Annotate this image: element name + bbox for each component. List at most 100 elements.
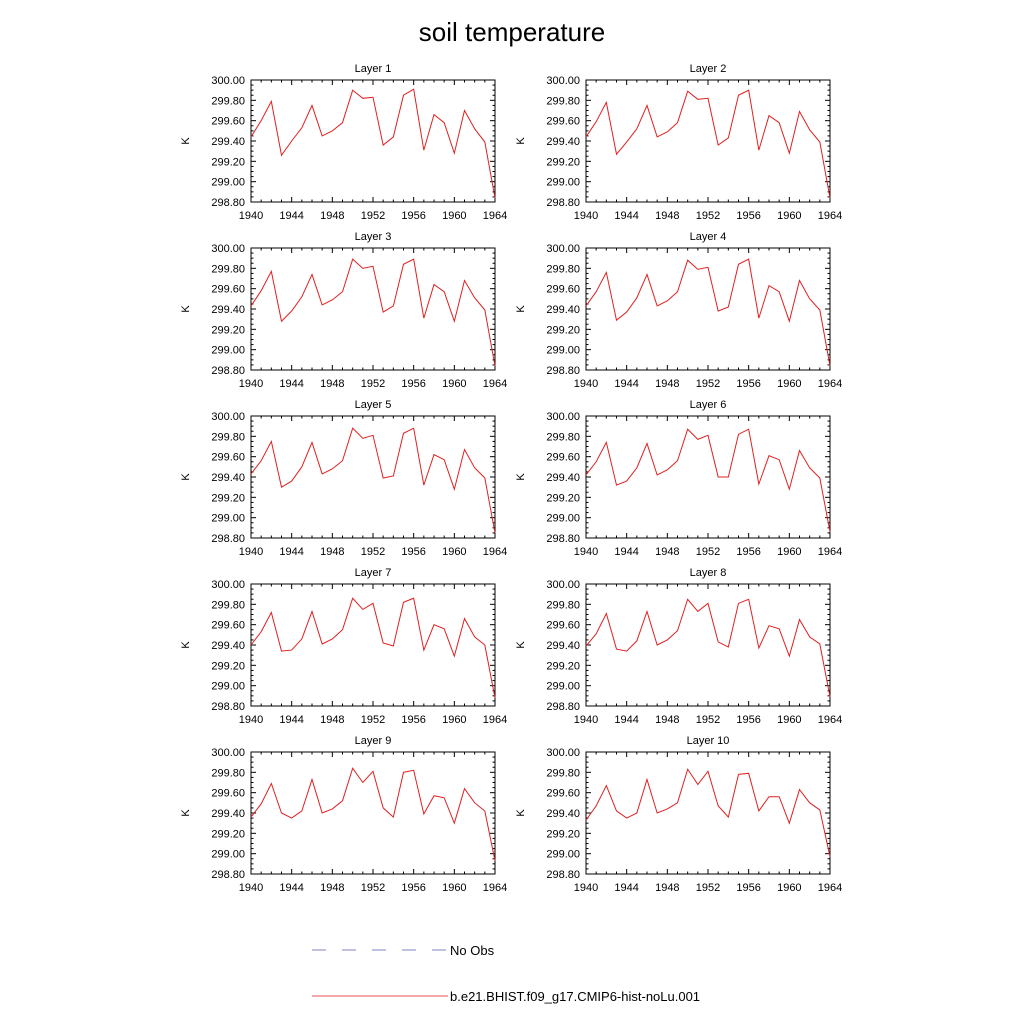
y-tick-label: 299.60	[211, 452, 245, 464]
y-tick-label: 299.80	[546, 767, 580, 779]
x-tick-label: 1956	[736, 714, 760, 726]
x-tick-label: 1940	[239, 882, 263, 894]
x-tick-label: 1960	[777, 882, 801, 894]
x-tick-label: 1952	[696, 378, 720, 390]
x-tick-label: 1956	[401, 714, 425, 726]
x-tick-label: 1944	[614, 378, 638, 390]
y-tick-label: 299.60	[546, 116, 580, 128]
panel-layer-1: Layer 1 K 298.80 299.00 299.20 299.40 299.60 29…	[180, 63, 507, 222]
panel-grid: Layer 1 K 298.80 299.00 299.20 299.40 299.60 29…	[180, 63, 842, 894]
y-tick-label: 299.80	[546, 95, 580, 107]
x-tick-label: 1952	[361, 714, 385, 726]
x-tick-label: 1960	[442, 210, 466, 222]
y-tick-label: 299.80	[546, 431, 580, 443]
x-tick-label: 1960	[442, 378, 466, 390]
x-tick-label: 1944	[279, 378, 303, 390]
figure-title: soil temperature	[419, 17, 605, 47]
y-tick-label: 300.00	[546, 243, 580, 255]
y-tick-label: 298.80	[546, 197, 580, 209]
panel-layer-4: Layer 4 K 298.80 299.00 299.20 299.40 299.60 29…	[515, 231, 842, 390]
x-tick-label: 1964	[818, 546, 842, 558]
panel-layer-10: Layer 10 K 298.80 299.00 299.20 299.40 299.60 2…	[515, 735, 842, 894]
y-tick-label: 299.40	[546, 304, 580, 316]
panel-layer-8: Layer 8 K 298.80 299.00 299.20 299.40 299.60 29…	[515, 567, 842, 726]
x-tick-label: 1940	[574, 546, 598, 558]
y-axis-label: K	[180, 473, 192, 481]
x-tick-label: 1964	[818, 882, 842, 894]
y-tick-label: 300.00	[211, 75, 245, 87]
y-axis-label: K	[180, 641, 192, 649]
x-tick-label: 1940	[574, 882, 598, 894]
y-tick-label: 299.00	[211, 681, 245, 693]
series-line	[250, 258, 496, 367]
x-tick-label: 1944	[279, 210, 303, 222]
y-tick-label: 299.00	[211, 345, 245, 357]
plot-frame	[250, 583, 496, 707]
y-tick-label: 299.00	[546, 513, 580, 525]
plot-frame	[585, 751, 831, 875]
panel-layer-9: Layer 9 K 298.80 299.00 299.20 299.40 299.60 29…	[180, 735, 507, 894]
y-tick-label: 298.80	[546, 533, 580, 545]
y-tick-label: 299.40	[546, 640, 580, 652]
y-tick-label: 299.80	[546, 599, 580, 611]
y-tick-label: 300.00	[546, 411, 580, 423]
y-tick-label: 299.60	[546, 788, 580, 800]
y-tick-label: 299.60	[546, 620, 580, 632]
x-tick-label: 1956	[736, 378, 760, 390]
y-tick-label: 298.80	[211, 701, 245, 713]
y-tick-label: 299.80	[211, 767, 245, 779]
x-tick-label: 1948	[655, 210, 679, 222]
y-tick-label: 299.40	[211, 808, 245, 820]
y-tick-label: 300.00	[211, 747, 245, 759]
x-tick-label: 1944	[279, 714, 303, 726]
y-tick-label: 299.20	[546, 492, 580, 504]
x-tick-label: 1944	[614, 714, 638, 726]
series-line	[250, 597, 496, 698]
y-tick-label: 299.20	[211, 156, 245, 168]
y-tick-label: 299.40	[211, 136, 245, 148]
x-tick-label: 1964	[818, 378, 842, 390]
x-tick-label: 1940	[239, 546, 263, 558]
y-tick-label: 299.20	[546, 660, 580, 672]
x-tick-label: 1944	[279, 546, 303, 558]
y-tick-label: 299.60	[211, 116, 245, 128]
y-tick-label: 299.20	[211, 828, 245, 840]
y-tick-label: 299.60	[546, 452, 580, 464]
x-tick-label: 1956	[401, 546, 425, 558]
x-tick-label: 1940	[574, 378, 598, 390]
panel-title: Layer 5	[355, 399, 392, 411]
x-tick-label: 1964	[483, 882, 507, 894]
y-tick-label: 300.00	[211, 411, 245, 423]
x-tick-label: 1948	[655, 714, 679, 726]
x-tick-label: 1956	[401, 378, 425, 390]
y-axis-label: K	[180, 137, 192, 145]
y-tick-label: 298.80	[211, 533, 245, 545]
x-tick-label: 1960	[442, 882, 466, 894]
x-tick-label: 1944	[614, 210, 638, 222]
x-tick-label: 1948	[320, 378, 344, 390]
y-tick-label: 299.00	[546, 681, 580, 693]
x-tick-label: 1940	[239, 210, 263, 222]
legend: No Obs b.e21.BHIST.f09_g17.CMIP6-hist-no…	[312, 943, 700, 1004]
y-tick-label: 299.40	[211, 640, 245, 652]
y-tick-label: 299.20	[546, 156, 580, 168]
x-tick-label: 1952	[696, 210, 720, 222]
y-axis-label: K	[515, 809, 527, 817]
panel-title: Layer 1	[355, 63, 392, 75]
x-tick-label: 1952	[696, 882, 720, 894]
y-tick-label: 299.40	[546, 472, 580, 484]
x-tick-label: 1948	[655, 378, 679, 390]
y-tick-label: 299.60	[211, 788, 245, 800]
y-tick-label: 299.00	[546, 345, 580, 357]
series-line	[250, 767, 496, 861]
plot-frame	[250, 415, 496, 539]
y-tick-label: 299.20	[546, 828, 580, 840]
x-tick-label: 1940	[239, 714, 263, 726]
x-tick-label: 1948	[320, 210, 344, 222]
y-tick-label: 299.60	[546, 284, 580, 296]
y-tick-label: 300.00	[546, 75, 580, 87]
x-tick-label: 1948	[655, 882, 679, 894]
x-tick-label: 1952	[361, 210, 385, 222]
panel-title: Layer 2	[690, 63, 727, 75]
panel-title: Layer 6	[690, 399, 727, 411]
